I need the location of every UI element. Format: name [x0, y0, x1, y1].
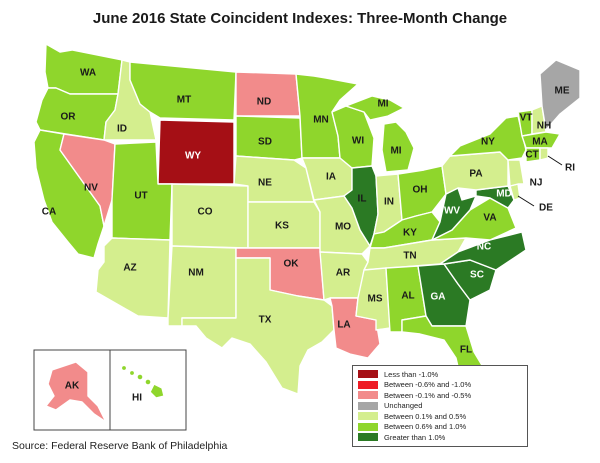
state-nm [167, 245, 237, 327]
label-wa: WA [80, 68, 96, 79]
state-hi [120, 364, 165, 399]
state-nv [59, 133, 116, 227]
label-co: CO [198, 207, 213, 218]
state-nj [507, 159, 525, 187]
legend-item: Less than -1.0% [358, 369, 522, 380]
state-mi-up [345, 95, 405, 121]
legend-swatch [358, 422, 378, 431]
source-note: Source: Federal Reserve Bank of Philadel… [12, 440, 228, 452]
state-sd [235, 115, 303, 161]
label-ga: GA [431, 292, 446, 303]
legend-swatch [358, 380, 378, 389]
label-nd: ND [257, 97, 271, 108]
legend-label: Unchanged [384, 401, 423, 411]
legend-item: Between 0.6% and 1.0% [358, 422, 522, 433]
label-az: AZ [123, 263, 136, 274]
state-tx [181, 257, 335, 395]
label-la: LA [337, 320, 350, 331]
legend-swatch [358, 391, 378, 400]
legend-label: Between -0.1% and -0.5% [384, 390, 472, 400]
state-az [95, 237, 171, 319]
legend-label: Between 0.6% and 1.0% [384, 422, 467, 432]
legend-swatch [358, 433, 378, 442]
label-sd: SD [258, 137, 272, 148]
label-al: AL [401, 291, 414, 302]
label-ny: NY [481, 137, 495, 148]
leader-ri [547, 155, 563, 166]
label-ca: CA [42, 207, 56, 218]
legend-swatch [358, 370, 378, 379]
state-ut [111, 141, 173, 241]
label-ct: CT [525, 150, 538, 161]
legend-label: Between -0.6% and -1.0% [384, 380, 472, 390]
legend-label: Less than -1.0% [384, 369, 439, 379]
label-mt: MT [177, 95, 191, 106]
label-me: ME [555, 86, 570, 97]
label-ma: MA [532, 137, 548, 148]
label-wv: WV [444, 206, 460, 217]
label-tx: TX [259, 315, 272, 326]
label-ok: OK [284, 259, 300, 270]
label-in: IN [384, 197, 394, 208]
label-ne: NE [258, 178, 272, 189]
label-de: DE [539, 203, 553, 214]
state-nc [439, 231, 527, 271]
state-ri [539, 147, 549, 161]
label-ks: KS [275, 221, 289, 232]
leader-de [517, 195, 535, 207]
label-ar: AR [336, 268, 351, 279]
label-ri: RI [565, 163, 575, 174]
label-mi-up: MI [377, 99, 388, 110]
label-sc: SC [470, 270, 484, 281]
legend-label: Between 0.1% and 0.5% [384, 411, 467, 421]
label-wy: WY [185, 151, 201, 162]
label-ky: KY [403, 228, 417, 239]
state-ak [45, 361, 107, 423]
inset-hawaii-frame [109, 349, 187, 431]
label-hi: HI [132, 393, 142, 404]
label-fl: FL [460, 345, 472, 356]
label-ia: IA [326, 172, 336, 183]
legend-item: Between -0.6% and -1.0% [358, 380, 522, 391]
label-nv: NV [84, 183, 98, 194]
label-nj: NJ [530, 178, 543, 189]
label-il: IL [358, 194, 367, 205]
map-title: June 2016 State Coincident Indexes: Thre… [92, 10, 508, 27]
label-mo: MO [335, 222, 351, 233]
state-mi [381, 121, 415, 173]
label-md: MD [496, 189, 512, 200]
legend-swatch [358, 401, 378, 410]
legend-item: Unchanged [358, 401, 522, 412]
label-oh: OH [413, 185, 428, 196]
label-mi: MI [390, 146, 401, 157]
state-nd [235, 71, 301, 117]
legend-swatch [358, 412, 378, 421]
label-or: OR [61, 112, 77, 123]
label-ak: AK [65, 381, 80, 392]
label-pa: PA [469, 169, 482, 180]
state-ma [521, 131, 561, 149]
legend-item: Greater than 1.0% [358, 432, 522, 443]
label-nh: NH [537, 121, 551, 132]
legend: Less than -1.0% Between -0.6% and -1.0% Be… [352, 365, 528, 447]
label-vt: VT [520, 113, 533, 124]
label-tn: TN [403, 251, 416, 262]
label-id: ID [117, 124, 127, 135]
legend-item: Between 0.1% and 0.5% [358, 411, 522, 422]
label-ms: MS [368, 294, 383, 305]
legend-label: Greater than 1.0% [384, 432, 446, 442]
label-nc: NC [477, 242, 491, 253]
label-wi: WI [352, 136, 364, 147]
legend-item: Between -0.1% and -0.5% [358, 390, 522, 401]
state-me [539, 59, 581, 131]
label-mn: MN [313, 115, 329, 126]
label-nm: NM [188, 268, 204, 279]
label-ut: UT [134, 191, 147, 202]
label-va: VA [483, 213, 496, 224]
